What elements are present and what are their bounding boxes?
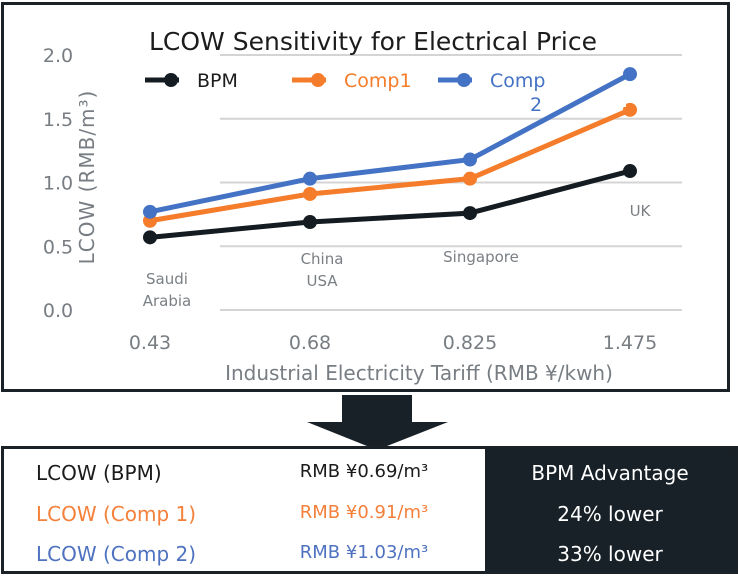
country-label: UK (630, 202, 652, 220)
advantage-header: BPM Advantage (531, 461, 689, 485)
data-point-bpm (623, 164, 637, 179)
y-tick-label: 1.5 (43, 109, 73, 131)
data-point-comp1 (303, 186, 317, 201)
x-tick-label: 1.475 (603, 332, 657, 354)
series-line-comp-2 (149, 71, 632, 215)
legend-label: 2 (530, 94, 542, 116)
x-tick-label: 0.43 (129, 332, 171, 354)
data-point-comp-2 (143, 204, 157, 219)
row-label: LCOW (BPM) (36, 461, 162, 485)
country-label: Singapore (443, 248, 519, 266)
legend-swatch-marker (311, 73, 325, 87)
advantage-comp2: 33% lower (557, 542, 663, 566)
x-tick-label: 0.68 (289, 332, 331, 354)
country-label: China (301, 250, 344, 268)
advantage-panel: BPM Advantage 24% lower 33% lower (485, 449, 735, 571)
y-axis-label: LCOW (RMB/m³) (75, 90, 99, 265)
y-tick-label: 0.0 (43, 300, 73, 322)
y-tick-label: 1.0 (43, 173, 73, 195)
data-point-comp-2 (463, 152, 477, 167)
x-axis-label: Industrial Electricity Tariff (RMB ¥/kwh… (225, 361, 613, 385)
country-label: USA (306, 272, 338, 290)
x-tick-label: 0.825 (443, 332, 497, 354)
country-label: Arabia (143, 292, 192, 310)
chart-panel: 0.0 0.5 1.0 1.5 2.0 0.43 0.68 0.825 1.475 Saudi A… (1, 2, 730, 392)
row-value: RMB ¥1.03/m³ (299, 542, 429, 563)
data-point-bpm (143, 230, 157, 245)
legend-label: Comp1 (344, 70, 412, 92)
row-label: LCOW (Comp 1) (36, 502, 197, 526)
data-point-comp-2 (303, 171, 317, 186)
advantage-comp1: 24% lower (557, 502, 663, 526)
data-point-comp1 (623, 102, 637, 117)
legend-label-backdrop (614, 95, 626, 107)
row-value: RMB ¥0.91/m³ (299, 502, 429, 523)
data-point-comp-2 (623, 67, 637, 82)
row-label: LCOW (Comp 2) (36, 542, 197, 566)
row-value: RMB ¥0.69/m³ (299, 461, 429, 482)
chart-title: LCOW Sensitivity for Electrical Price (149, 27, 597, 56)
summary-row-comp2: LCOW (Comp 2) RMB ¥1.03/m³ (4, 536, 485, 576)
line-chart: 0.0 0.5 1.0 1.5 2.0 0.43 0.68 0.825 1.475 Saudi A… (43, 27, 682, 385)
summary-table: LCOW (BPM) RMB ¥0.69/m³ LCOW (Comp 1) RM… (1, 446, 738, 574)
y-tick-label: 2.0 (43, 45, 73, 67)
data-point-bpm (303, 215, 317, 230)
series-line-comp1 (149, 107, 631, 224)
legend-swatch-marker (457, 73, 471, 87)
legend-label: BPM (197, 70, 238, 92)
legend-label: Comp (490, 70, 545, 92)
lcow-values: LCOW (BPM) RMB ¥0.69/m³ LCOW (Comp 1) RM… (4, 449, 485, 571)
legend-swatch-marker (164, 73, 178, 87)
y-tick-label: 0.5 (43, 236, 73, 258)
summary-row-comp1: LCOW (Comp 1) RMB ¥0.91/m³ (4, 496, 485, 536)
country-label: Saudi (146, 270, 188, 288)
series-line-bpm (149, 168, 631, 240)
data-point-comp1 (463, 171, 477, 186)
summary-row-bpm: LCOW (BPM) RMB ¥0.69/m³ (4, 455, 485, 495)
data-point-bpm (463, 206, 477, 221)
